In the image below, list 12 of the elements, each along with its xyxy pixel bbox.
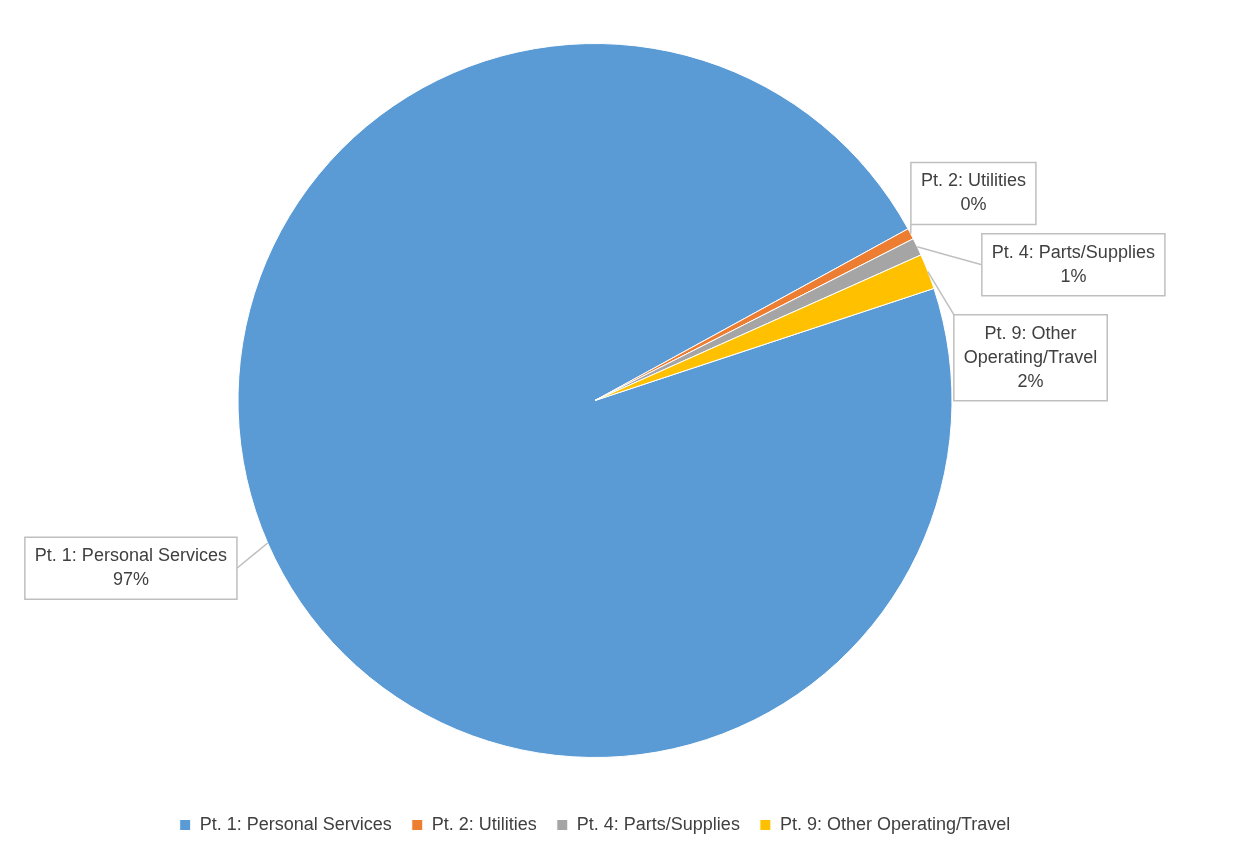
legend-label: Pt. 1: Personal Services (199, 813, 392, 834)
legend-label: Pt. 2: Utilities (431, 813, 537, 834)
data-label: 2% (1017, 370, 1044, 391)
data-label: 0% (960, 194, 987, 215)
slice-label: Pt. 1: Personal Services (34, 545, 227, 566)
slice-label: Pt. 4: Parts/Supplies (991, 241, 1155, 262)
slice-label: Pt. 9: Other Operating/Travel (963, 322, 1098, 367)
legend-label: Pt. 9: Other Operating/Travel (779, 813, 1011, 834)
data-label: 1% (1060, 265, 1087, 286)
legend-label: Pt. 4: Parts/Supplies (576, 813, 740, 834)
slice-label: Pt. 2: Utilities (920, 170, 1026, 191)
data-label: 97% (112, 569, 149, 590)
